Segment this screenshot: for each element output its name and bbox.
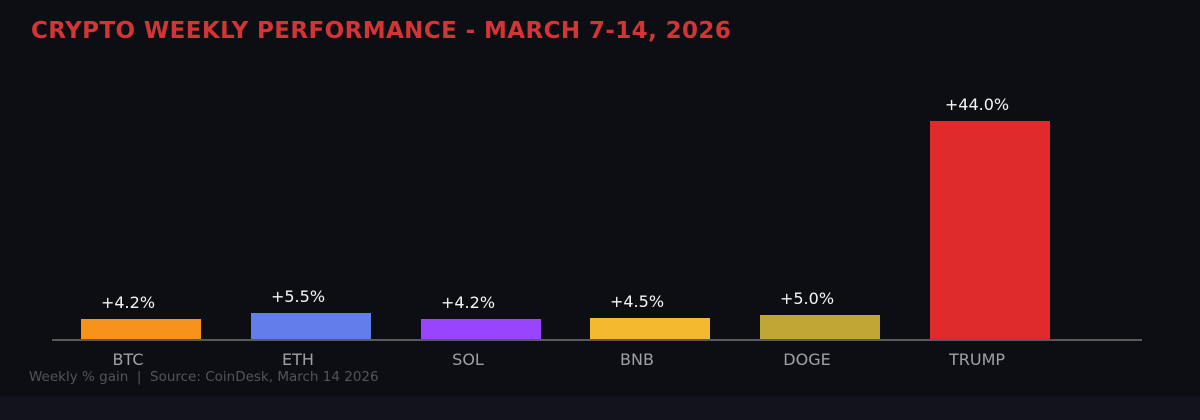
x-tick-label-bnb: BNB xyxy=(620,350,654,369)
x-tick-label-btc: BTC xyxy=(112,350,144,369)
bar-btc xyxy=(81,319,201,340)
x-tick-label-doge: DOGE xyxy=(783,350,831,369)
bar-value-label-trump: +44.0% xyxy=(944,95,1010,114)
bar-doge xyxy=(760,315,880,340)
x-tick-label-sol: SOL xyxy=(452,350,484,369)
bar-eth xyxy=(251,313,371,340)
bar-trump xyxy=(930,121,1050,340)
x-axis-line xyxy=(52,339,1142,341)
bar-value-label-doge: +5.0% xyxy=(779,289,835,308)
bar-sol xyxy=(421,319,541,340)
x-tick-label-eth: ETH xyxy=(282,350,314,369)
bar-value-label-eth: +5.5% xyxy=(270,287,326,306)
bar-value-label-sol: +4.2% xyxy=(440,293,496,312)
bar-value-label-bnb: +4.5% xyxy=(609,292,665,311)
chart-title: CRYPTO WEEKLY PERFORMANCE - MARCH 7-14, … xyxy=(31,18,732,44)
bottom-band xyxy=(0,396,1200,420)
footer-caption: Weekly % gain | Source: CoinDesk, March … xyxy=(29,369,379,385)
bar-bnb xyxy=(590,318,710,340)
x-tick-label-trump: TRUMP xyxy=(948,350,1006,369)
bar-value-label-btc: +4.2% xyxy=(100,293,156,312)
